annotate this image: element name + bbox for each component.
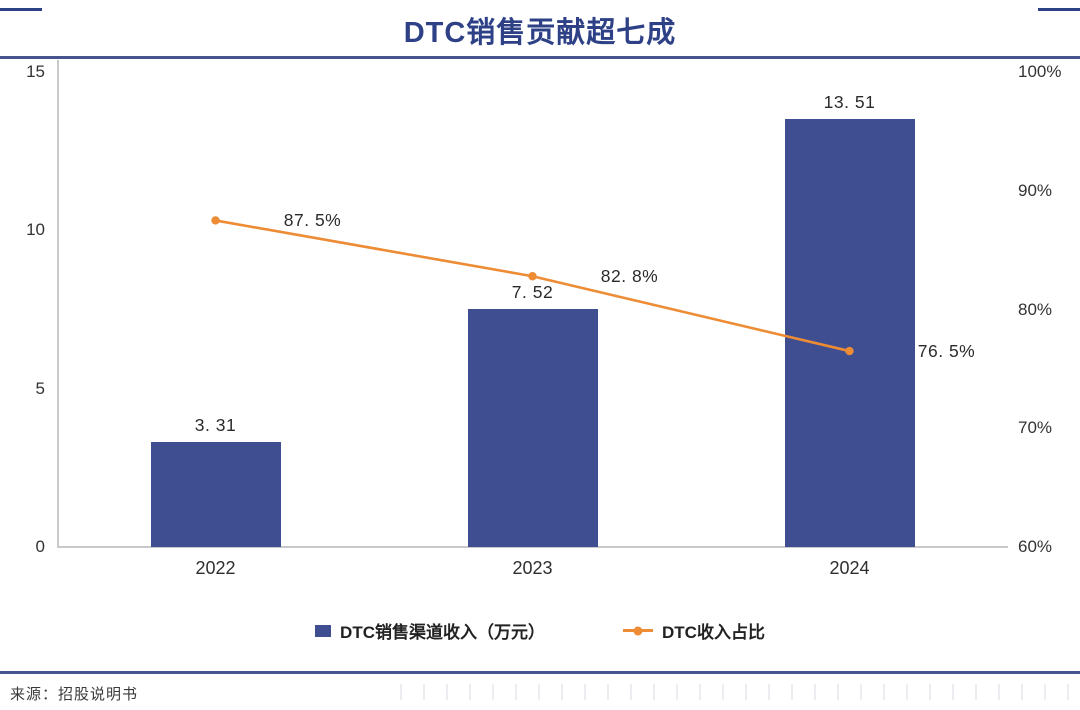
left-axis-tick-label: 0 — [35, 537, 45, 556]
x-axis-category-label: 2024 — [829, 558, 870, 578]
legend: DTC销售渠道收入（万元） DTC收入占比 — [0, 618, 1080, 643]
line-dot-icon — [633, 626, 643, 635]
top-right-accent-line — [1038, 8, 1080, 11]
legend-item-line: DTC收入占比 — [623, 618, 765, 643]
right-axis-tick-label: 60% — [1018, 537, 1053, 556]
line-value-label: 82. 8% — [600, 266, 659, 287]
bar-value-label: 13. 51 — [823, 92, 876, 113]
top-left-accent-line — [0, 8, 42, 11]
x-axis-category-label: 2023 — [512, 558, 553, 578]
line-marker-icon — [623, 626, 653, 635]
left-axis-tick-label: 5 — [35, 378, 45, 398]
chart-title: DTC销售贡献超七成 — [403, 17, 677, 49]
legend-bar-label: DTC销售渠道收入（万元） — [340, 623, 545, 642]
watermark-pattern — [400, 684, 1072, 700]
bar-swatch-icon — [315, 624, 332, 637]
line-point-marker — [211, 216, 220, 225]
left-axis-line — [57, 60, 59, 547]
right-axis-tick-label: 90% — [1018, 180, 1053, 200]
bottom-divider-line — [0, 671, 1080, 674]
line-point-marker — [845, 346, 854, 356]
line-value-label: 87. 5% — [283, 210, 342, 231]
left-axis-tick-label: 10 — [26, 220, 45, 240]
bottom-axis-line — [57, 546, 1008, 548]
legend-item-bar: DTC销售渠道收入（万元） — [315, 618, 545, 643]
revenue-bar — [784, 119, 915, 547]
line-point-marker — [528, 272, 537, 281]
bar-value-label: 7. 52 — [511, 281, 554, 302]
right-axis-tick-label: 70% — [1018, 418, 1053, 438]
title-divider-line — [0, 56, 1080, 59]
bar-value-label: 3. 31 — [194, 415, 237, 436]
left-axis-tick-label: 15 — [26, 62, 45, 81]
right-axis-tick-label: 100% — [1018, 62, 1062, 81]
source-note: 来源：招股说明书 — [10, 686, 139, 703]
revenue-bar — [150, 442, 281, 547]
line-value-label: 76. 5% — [917, 341, 976, 362]
right-axis-tick-label: 80% — [1018, 299, 1053, 319]
revenue-bar — [467, 308, 598, 547]
x-axis-category-label: 2022 — [195, 558, 236, 578]
legend-line-label: DTC收入占比 — [662, 623, 765, 642]
